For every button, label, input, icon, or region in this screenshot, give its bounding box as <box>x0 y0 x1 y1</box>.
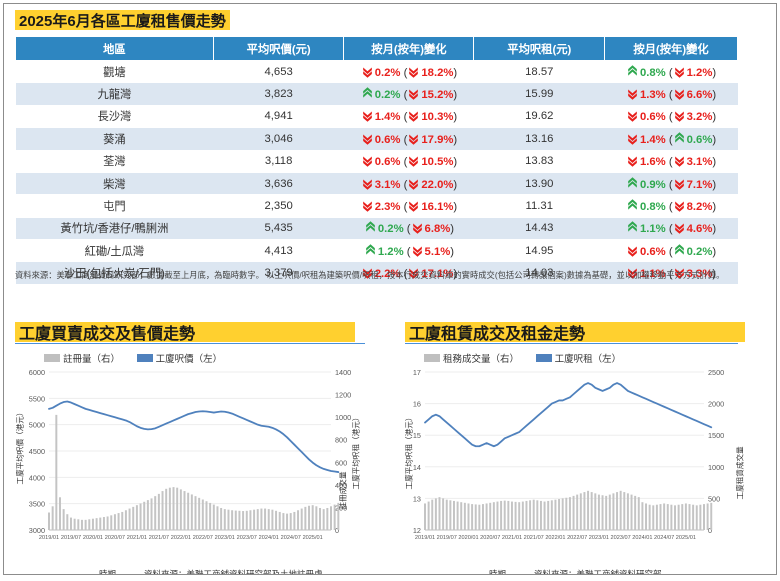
svg-text:1000: 1000 <box>708 463 724 472</box>
svg-text:4500: 4500 <box>29 447 45 456</box>
svg-text:2021/07: 2021/07 <box>149 535 169 541</box>
svg-text:600: 600 <box>335 458 347 467</box>
svg-text:2022/07: 2022/07 <box>567 535 587 541</box>
svg-text:6000: 6000 <box>29 368 45 377</box>
svg-text:2025/01: 2025/01 <box>676 535 696 541</box>
svg-text:13: 13 <box>413 494 421 503</box>
svg-text:2019/01: 2019/01 <box>39 535 59 541</box>
svg-text:2024/01: 2024/01 <box>632 535 652 541</box>
svg-text:2021/07: 2021/07 <box>524 535 544 541</box>
svg-text:3500: 3500 <box>29 500 45 509</box>
svg-text:2022/01: 2022/01 <box>171 535 191 541</box>
svg-text:16: 16 <box>413 400 421 409</box>
svg-text:2022/01: 2022/01 <box>545 535 565 541</box>
svg-text:2020/01: 2020/01 <box>83 535 103 541</box>
svg-text:2023/01: 2023/01 <box>589 535 609 541</box>
svg-text:2020/07: 2020/07 <box>105 535 125 541</box>
svg-text:2019/07: 2019/07 <box>437 535 457 541</box>
svg-text:2024/07: 2024/07 <box>281 535 301 541</box>
svg-text:17: 17 <box>413 368 421 377</box>
svg-text:800: 800 <box>335 436 347 445</box>
svg-text:2020/07: 2020/07 <box>480 535 500 541</box>
svg-text:2019/01: 2019/01 <box>415 535 435 541</box>
svg-text:1200: 1200 <box>335 391 351 400</box>
svg-text:1400: 1400 <box>335 368 351 377</box>
svg-text:1000: 1000 <box>335 413 351 422</box>
svg-text:2019/07: 2019/07 <box>61 535 81 541</box>
svg-text:2023/01: 2023/01 <box>215 535 235 541</box>
svg-text:1500: 1500 <box>708 431 724 440</box>
svg-text:2500: 2500 <box>708 368 724 377</box>
svg-text:2023/07: 2023/07 <box>237 535 257 541</box>
svg-text:2023/07: 2023/07 <box>611 535 631 541</box>
svg-text:2021/01: 2021/01 <box>502 535 522 541</box>
svg-text:2025/01: 2025/01 <box>303 535 323 541</box>
svg-text:2021/01: 2021/01 <box>127 535 147 541</box>
svg-text:5500: 5500 <box>29 394 45 403</box>
svg-text:2022/07: 2022/07 <box>193 535 213 541</box>
svg-text:2020/01: 2020/01 <box>458 535 478 541</box>
svg-text:4000: 4000 <box>29 473 45 482</box>
svg-text:2000: 2000 <box>708 400 724 409</box>
svg-text:5000: 5000 <box>29 421 45 430</box>
svg-text:12: 12 <box>413 526 421 535</box>
svg-text:3000: 3000 <box>29 526 45 535</box>
svg-text:500: 500 <box>708 494 720 503</box>
svg-text:2024/01: 2024/01 <box>259 535 279 541</box>
svg-text:2024/07: 2024/07 <box>654 535 674 541</box>
